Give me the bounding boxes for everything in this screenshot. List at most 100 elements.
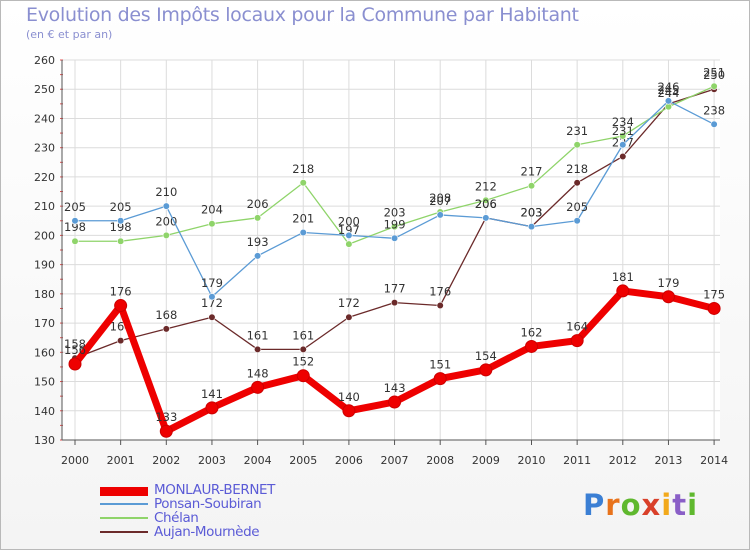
data-label-monlaur: 133: [155, 410, 177, 424]
data-point-aujan: [299, 345, 307, 353]
data-label-monlaur: 156: [64, 343, 86, 357]
data-point-ponsan: [254, 252, 262, 260]
y-tick-label: 210: [34, 200, 55, 213]
data-point-ponsan: [573, 217, 581, 225]
data-label-chelan: 251: [703, 65, 725, 79]
data-point-chelan: [71, 237, 79, 245]
data-point-chelan: [254, 214, 262, 222]
data-label-chelan: 197: [338, 223, 360, 237]
x-tick-label: 2001: [107, 454, 135, 467]
data-label-chelan: 204: [201, 203, 223, 217]
x-tick-label: 2011: [563, 454, 591, 467]
y-tick-label: 230: [34, 142, 55, 155]
data-point-aujan: [208, 313, 216, 321]
data-label-aujan: 172: [201, 296, 223, 310]
chart-title: Evolution des Impôts locaux pour la Comm…: [26, 4, 579, 26]
y-tick-label: 180: [34, 288, 55, 301]
data-label-aujan: 176: [429, 285, 451, 299]
x-tick-label: 2006: [335, 454, 363, 467]
data-label-chelan: 231: [566, 124, 588, 138]
data-label-aujan: 250: [703, 68, 725, 82]
data-label-chelan: 198: [110, 220, 132, 234]
data-label-ponsan: 246: [657, 80, 679, 94]
data-point-monlaur: [68, 357, 82, 371]
x-tick-label: 2013: [654, 454, 682, 467]
data-point-aujan: [436, 301, 444, 310]
data-label-ponsan: 205: [64, 200, 86, 214]
data-point-monlaur: [251, 380, 265, 394]
data-label-monlaur: 148: [247, 366, 269, 380]
data-point-monlaur: [388, 395, 402, 409]
x-tick-label: 2008: [426, 454, 454, 467]
data-label-ponsan: 201: [292, 211, 314, 225]
data-point-monlaur: [570, 334, 584, 348]
y-tick-label: 170: [34, 317, 55, 330]
data-label-aujan: 168: [155, 308, 177, 322]
data-point-chelan: [573, 141, 581, 149]
y-tick-label: 140: [34, 405, 55, 418]
x-tick-label: 2004: [244, 454, 272, 467]
data-point-ponsan: [208, 293, 216, 301]
data-point-ponsan: [436, 211, 444, 219]
data-label-ponsan: 200: [338, 214, 360, 228]
data-point-monlaur: [205, 401, 219, 415]
data-label-ponsan: 199: [384, 217, 406, 231]
x-tick-label: 2005: [289, 454, 317, 467]
x-tick-label: 2007: [381, 454, 409, 467]
data-point-chelan: [482, 196, 490, 204]
data-label-monlaur: 140: [338, 390, 360, 404]
data-label-monlaur: 143: [384, 381, 406, 395]
data-label-aujan: 161: [247, 328, 269, 342]
data-point-chelan: [162, 231, 170, 239]
data-label-monlaur: 151: [429, 358, 451, 372]
data-label-ponsan: 231: [612, 124, 634, 138]
data-point-ponsan: [71, 217, 79, 225]
data-label-monlaur: 175: [703, 287, 725, 301]
data-point-aujan: [573, 179, 581, 187]
data-point-monlaur: [661, 290, 675, 304]
data-label-ponsan: 206: [475, 197, 497, 211]
data-point-chelan: [390, 223, 399, 231]
data-point-ponsan: [117, 217, 125, 225]
legend-swatch-monlaur: [100, 487, 148, 496]
data-label-aujan: 158: [64, 337, 86, 351]
data-label-chelan: 203: [384, 206, 406, 220]
data-label-monlaur: 176: [110, 285, 132, 299]
data-point-aujan: [345, 313, 353, 321]
data-label-chelan: 206: [247, 197, 269, 211]
data-label-ponsan: 203: [521, 206, 543, 220]
data-point-monlaur: [296, 369, 310, 383]
data-point-ponsan: [527, 223, 536, 231]
data-point-aujan: [390, 299, 399, 307]
data-label-chelan: 244: [657, 86, 679, 100]
data-point-monlaur: [616, 284, 630, 298]
data-point-aujan: [117, 337, 125, 345]
data-label-chelan: 212: [475, 179, 497, 193]
data-point-ponsan: [710, 120, 718, 128]
data-label-chelan: 217: [521, 165, 543, 179]
data-point-monlaur: [159, 424, 173, 438]
chart-subtitle: (en € et par an): [26, 28, 113, 41]
y-tick-label: 160: [34, 346, 55, 359]
legend-swatch-aujan: [100, 531, 148, 533]
data-point-ponsan: [345, 231, 353, 239]
data-label-aujan: 203: [521, 206, 543, 220]
x-tick-label: 2000: [61, 454, 89, 467]
data-point-ponsan: [482, 214, 490, 222]
legend-label-aujan: Aujan-Mournède: [154, 524, 260, 540]
legend-label-monlaur: MONLAUR-BERNET: [154, 482, 275, 498]
x-tick-label: 2014: [700, 454, 728, 467]
data-point-chelan: [299, 179, 307, 187]
data-label-ponsan: 205: [110, 200, 132, 214]
y-tick-label: 150: [34, 376, 55, 389]
legend-swatch-ponsan: [100, 503, 148, 505]
x-tick-label: 2009: [472, 454, 500, 467]
data-point-monlaur: [707, 301, 721, 315]
data-point-ponsan: [619, 141, 627, 149]
y-tick-label: 240: [34, 112, 55, 125]
data-point-chelan: [117, 237, 125, 245]
data-label-ponsan: 179: [201, 276, 223, 290]
data-point-aujan: [619, 152, 627, 161]
plot-area: [62, 60, 720, 440]
